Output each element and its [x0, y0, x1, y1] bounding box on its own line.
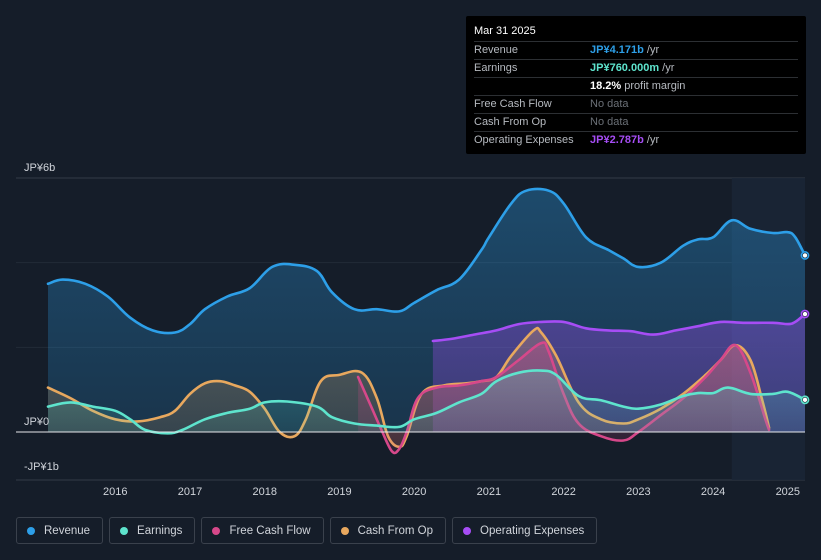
x-tick-label: 2024 — [701, 486, 725, 498]
free-cash-flow-line — [356, 341, 771, 455]
tooltip-panel: Mar 31 2025 Revenue JP¥4.171b /yr Earnings… — [466, 16, 806, 154]
earnings-end-dot — [802, 397, 808, 403]
tooltip-row-label: Free Cash Flow — [474, 98, 552, 110]
legend-item-earnings[interactable]: Earnings — [109, 517, 196, 544]
x-tick-label: 2025 — [776, 486, 800, 498]
tooltip-row: Operating Expenses JP¥2.787b /yr — [474, 132, 798, 149]
operating-expenses-end-dot — [802, 311, 808, 317]
legend-label: Cash From Op — [357, 524, 434, 537]
tooltip-row-label: Earnings — [474, 62, 518, 74]
x-tick-label: 2016 — [103, 486, 127, 498]
tooltip-row-value: JP¥2.787b /yr — [590, 134, 660, 146]
legend-label: Operating Expenses — [480, 524, 585, 537]
earnings-area — [48, 370, 805, 434]
tooltip-row-value: No data — [590, 116, 629, 128]
tooltip-row-label: Cash From Op — [474, 116, 547, 128]
earnings-line — [46, 369, 807, 435]
tooltip-row-label — [474, 78, 590, 95]
legend-dot-icon — [27, 526, 35, 535]
tooltip-row-label: Revenue — [474, 44, 519, 56]
x-tick-label: 2019 — [327, 486, 351, 498]
legend-label: Revenue — [44, 524, 91, 537]
tooltip-row: Free Cash Flow No data — [474, 96, 798, 114]
x-tick-label: 2018 — [252, 486, 276, 498]
tooltip-row: 18.2% profit margin — [474, 78, 798, 96]
y-tick-label: -JP¥1b — [24, 461, 59, 473]
y-tick-label: JP¥6b — [24, 162, 55, 174]
legend-label: Earnings — [137, 524, 183, 537]
chart-legend: Revenue Earnings Free Cash Flow Cash From O… — [16, 517, 598, 544]
tooltip-row: Earnings JP¥760.000m /yr — [474, 60, 798, 78]
tooltip-row-label: Operating Expenses — [474, 134, 574, 146]
legend-dot-icon — [340, 526, 349, 535]
x-tick-label: 2017 — [178, 486, 202, 498]
revenue-end-dot — [802, 253, 808, 258]
legend-dot-icon — [212, 526, 221, 535]
tooltip-row-value: JP¥760.000m /yr — [590, 62, 675, 74]
operating-expenses-line — [431, 312, 807, 343]
legend-dot-icon — [120, 526, 129, 535]
tooltip-row-value: JP¥4.171b /yr — [590, 44, 660, 56]
y-tick-label: JP¥0 — [24, 416, 49, 428]
tooltip-row-value: 18.2% profit margin — [590, 80, 686, 92]
legend-item-revenue[interactable]: Revenue — [16, 517, 104, 544]
x-tick-label: 2021 — [477, 486, 501, 498]
legend-item-cash-from-op[interactable]: Cash From Op — [329, 517, 447, 544]
legend-label: Free Cash Flow — [229, 524, 311, 537]
x-tick-label: 2023 — [626, 486, 650, 498]
tooltip-row: Revenue JP¥4.171b /yr — [474, 42, 798, 60]
x-tick-label: 2022 — [551, 486, 575, 498]
tooltip-date: Mar 31 2025 — [474, 23, 798, 42]
legend-dot-icon — [463, 526, 472, 535]
revenue-line — [46, 187, 807, 335]
x-tick-label: 2020 — [402, 486, 426, 498]
legend-item-operating-expenses[interactable]: Operating Expenses — [452, 517, 598, 544]
legend-item-free-cash-flow[interactable]: Free Cash Flow — [201, 517, 324, 544]
tooltip-row: Cash From Op No data — [474, 114, 798, 132]
tooltip-row-value: No data — [590, 98, 629, 110]
